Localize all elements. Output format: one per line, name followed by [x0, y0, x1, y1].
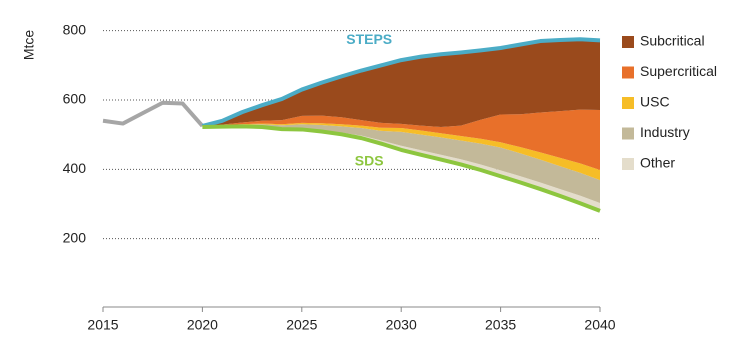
legend-swatch [622, 158, 634, 170]
y-tick-label: 600 [63, 91, 87, 107]
x-tick-label: 2040 [584, 317, 615, 333]
line [201, 37, 601, 128]
y-tick-label: 800 [63, 21, 87, 37]
x-tick-label: 2025 [286, 317, 317, 333]
legend-label: Supercritical [640, 63, 717, 79]
y-axis-label: Mtce [21, 30, 37, 61]
area [202, 109, 600, 171]
y-tick-label: 400 [63, 160, 87, 176]
legend-label: Other [640, 155, 675, 171]
x-tick-label: 2030 [386, 317, 417, 333]
x-tick-label: 2015 [87, 317, 118, 333]
legend-swatch [622, 66, 634, 79]
x-tick-label: 2020 [187, 317, 218, 333]
area [202, 122, 600, 181]
legend-swatch [622, 97, 634, 109]
line-label: STEPS [346, 31, 392, 47]
legend-swatch [622, 36, 634, 48]
legend-label: USC [640, 94, 670, 110]
area [202, 39, 600, 128]
area [202, 124, 600, 203]
line [102, 100, 204, 128]
x-tick-label: 2035 [485, 317, 516, 333]
legend-label: Subcritical [640, 33, 705, 49]
y-tick-label: 200 [63, 229, 87, 245]
legend-label: Industry [640, 124, 690, 140]
line [202, 124, 601, 213]
legend-swatch [622, 127, 634, 140]
line-label: SDS [355, 153, 384, 169]
